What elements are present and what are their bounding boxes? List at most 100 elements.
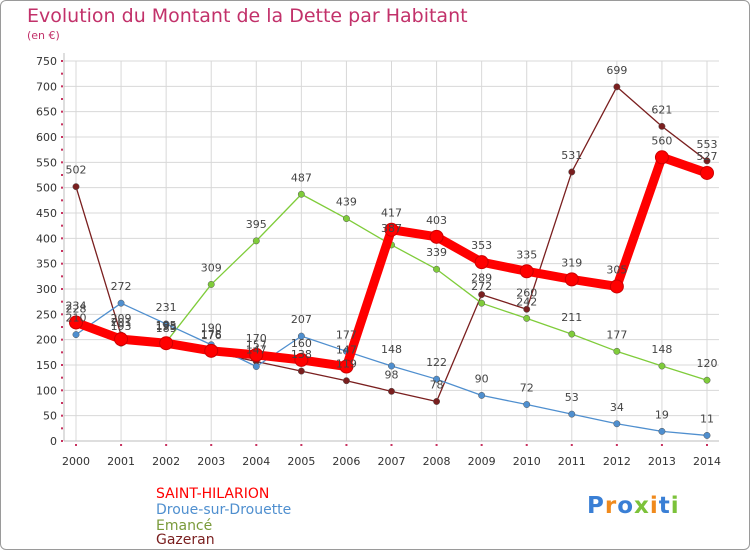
y-axis-mark xyxy=(61,427,63,430)
data-point-1-2009 xyxy=(478,391,486,399)
data-point-2-2004 xyxy=(252,237,260,245)
data-label-1-2005: 207 xyxy=(291,313,312,326)
x-tick-label: 2006 xyxy=(332,455,360,468)
logo-letter: x xyxy=(634,493,650,519)
data-point-1-2011 xyxy=(568,410,576,418)
data-label-3-2014: 553 xyxy=(697,138,718,151)
data-label-3-2003: 176 xyxy=(201,329,222,342)
data-label-1-2006: 177 xyxy=(336,328,357,341)
data-label-2-2013: 148 xyxy=(651,343,672,356)
y-axis-mark xyxy=(61,262,63,265)
x-tick-label: 2012 xyxy=(603,455,631,468)
data-point-2-2011 xyxy=(568,330,576,338)
data-point-0-2001 xyxy=(114,332,129,347)
data-point-3-2006 xyxy=(342,377,350,385)
y-axis-mark xyxy=(61,98,63,100)
data-label-3-2000: 502 xyxy=(66,164,87,177)
data-label-0-2008: 403 xyxy=(426,214,447,227)
chart-title: Evolution du Montant de la Dette par Hab… xyxy=(27,5,468,27)
data-point-3-2010 xyxy=(523,305,531,313)
x-axis-mark xyxy=(120,444,123,446)
legend-label-emance: Emancé xyxy=(156,518,213,534)
x-tick-label: 2014 xyxy=(693,455,721,468)
chart-subtitle: (en €) xyxy=(27,29,60,42)
x-axis-mark xyxy=(75,444,77,446)
data-point-2-2012 xyxy=(613,347,621,355)
legend-label-saint-hilarion: SAINT-HILARION xyxy=(156,486,270,502)
data-label-3-2001: 209 xyxy=(111,312,132,325)
data-label-2-2006: 439 xyxy=(336,196,357,209)
data-point-0-2013 xyxy=(654,150,669,165)
data-label-0-2004: 170 xyxy=(246,332,267,345)
x-axis-mark xyxy=(300,444,303,446)
y-tick-label: 300 xyxy=(36,283,57,296)
y-tick-label: 350 xyxy=(36,258,57,271)
logo-letter: P xyxy=(587,493,605,519)
y-axis-mark xyxy=(61,60,63,62)
data-point-1-2012 xyxy=(613,420,621,428)
data-label-3-2007: 98 xyxy=(385,368,399,381)
legend-label-gazeran: Gazeran xyxy=(156,532,215,548)
x-axis-mark xyxy=(165,444,168,446)
y-axis-mark xyxy=(61,313,63,316)
y-axis-mark xyxy=(61,275,63,278)
data-label-1-2010: 72 xyxy=(520,382,534,395)
data-point-2-2008 xyxy=(433,265,441,273)
x-axis-mark xyxy=(345,444,348,446)
x-tick-label: 2004 xyxy=(242,455,270,468)
y-axis-mark xyxy=(61,72,63,75)
data-label-1-2011: 53 xyxy=(565,391,579,404)
data-label-2-2010: 242 xyxy=(516,295,537,308)
x-tick-label: 2009 xyxy=(468,455,496,468)
y-tick-label: 650 xyxy=(36,106,57,119)
data-label-0-2009: 353 xyxy=(471,239,492,252)
data-label-1-2014: 11 xyxy=(700,412,714,425)
x-axis-mark xyxy=(615,444,618,446)
y-axis-mark xyxy=(61,364,63,366)
x-tick-label: 2010 xyxy=(513,455,541,468)
y-axis-mark xyxy=(61,300,63,303)
data-label-2-2008: 339 xyxy=(426,246,447,259)
logo-letter: t xyxy=(658,493,671,519)
data-label-1-2002: 231 xyxy=(156,301,177,314)
data-label-3-2004: 157 xyxy=(246,338,267,351)
x-tick-label: 2000 xyxy=(62,455,90,468)
data-label-3-2008: 78 xyxy=(430,378,444,391)
x-axis-mark xyxy=(525,444,528,446)
data-point-0-2004 xyxy=(249,347,264,362)
data-label-2-2000: 228 xyxy=(66,302,87,315)
y-tick-label: 600 xyxy=(36,131,57,144)
data-label-3-2011: 531 xyxy=(561,149,582,162)
data-label-2-2005: 487 xyxy=(291,171,312,184)
data-label-2-2011: 211 xyxy=(561,311,582,324)
data-point-0-2003 xyxy=(204,343,219,358)
data-point-1-2005 xyxy=(297,332,305,340)
y-tick-label: 500 xyxy=(36,182,57,195)
y-tick-label: 450 xyxy=(36,207,57,220)
data-point-0-2011 xyxy=(564,272,579,287)
y-tick-label: 50 xyxy=(43,410,57,423)
y-axis-mark xyxy=(61,148,63,151)
data-point-3-2014 xyxy=(703,157,711,165)
x-tick-label: 2003 xyxy=(197,455,225,468)
data-label-2-2002: 195 xyxy=(156,319,177,332)
y-axis-mark xyxy=(61,351,63,354)
data-label-0-2003: 178 xyxy=(201,328,222,341)
data-point-2-2009 xyxy=(478,299,486,307)
y-axis-mark xyxy=(61,440,63,442)
y-axis-mark xyxy=(61,237,63,240)
data-label-0-2002: 193 xyxy=(156,320,177,333)
data-point-0-2002 xyxy=(159,336,174,351)
data-label-2-2001: 193 xyxy=(111,320,132,333)
y-axis-mark xyxy=(61,338,63,341)
y-axis-mark xyxy=(61,136,63,138)
data-point-1-2007 xyxy=(388,362,395,370)
data-label-2-2012: 177 xyxy=(606,328,627,341)
data-label-1-2001: 272 xyxy=(111,280,132,293)
data-point-0-2000 xyxy=(69,315,83,330)
data-point-0-2014 xyxy=(700,165,714,180)
data-label-0-2012: 305 xyxy=(606,263,627,276)
data-label-3-2009: 289 xyxy=(471,272,492,285)
x-axis-mark xyxy=(706,444,708,446)
